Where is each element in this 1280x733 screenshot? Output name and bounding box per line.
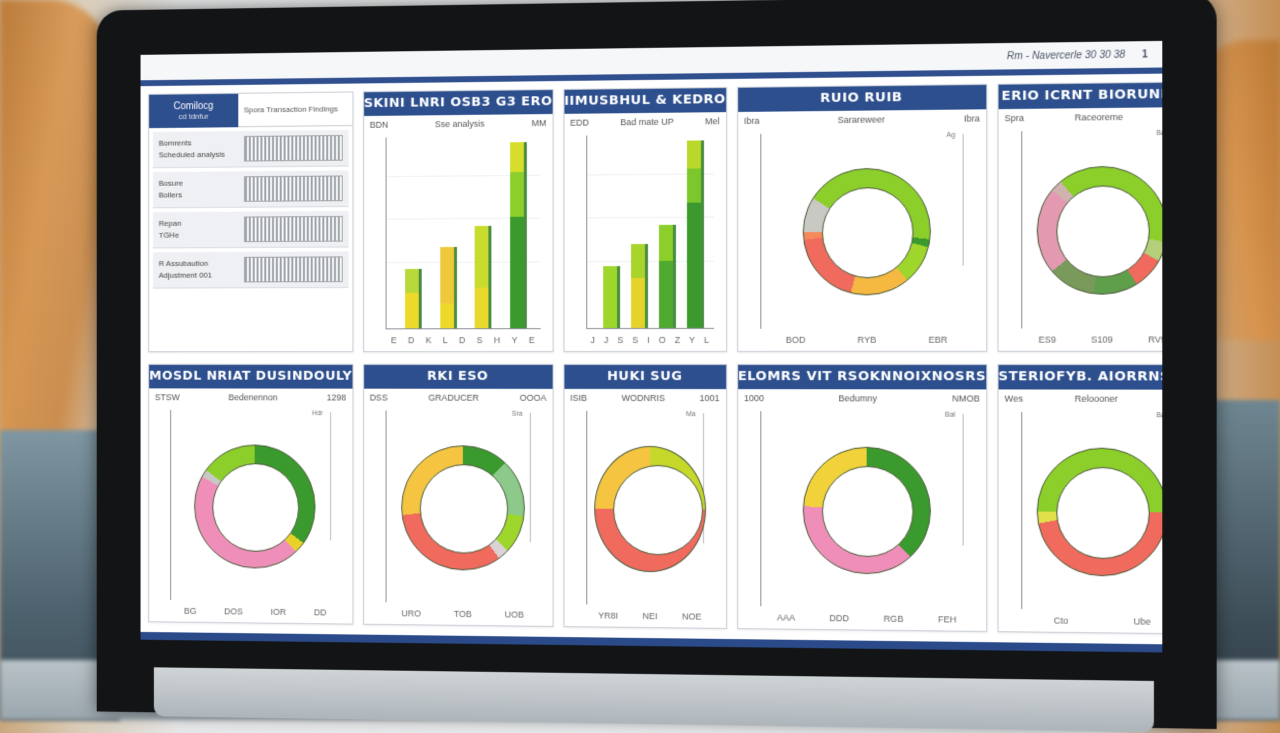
panel-title: RKI ESO bbox=[363, 364, 553, 389]
panel-subheader: BDN Sse analysis MM bbox=[369, 118, 547, 130]
table-row[interactable]: Bomrents Scheduled analysis bbox=[152, 130, 349, 169]
donut-chart: Ma YR8I NEI NOE bbox=[572, 407, 718, 624]
panel-title: SKINI LNRI OSB3 G3 ERO bbox=[363, 90, 553, 117]
panel-subheader: 1000 Bedumny NMOB bbox=[743, 393, 980, 404]
dashboard-grid: Comilocg cd tdnfur Spora Transaction Fin… bbox=[148, 81, 1163, 635]
row-label: Bomrents Scheduled analysis bbox=[158, 138, 225, 160]
panel-subheader: STSW Bedenennon 1298 bbox=[154, 392, 347, 403]
panel-subheader: ISIB WODNRIS 1001 bbox=[570, 392, 720, 404]
donut-chart: Hdr BG DOS IOR DD bbox=[157, 406, 345, 620]
row-value-cell bbox=[244, 175, 343, 202]
panel-title: STERIOFYB. AIORRNSOM bbox=[998, 365, 1163, 390]
bar[interactable] bbox=[658, 224, 673, 328]
row-label: Repan TGHe bbox=[158, 218, 182, 240]
donut[interactable] bbox=[802, 167, 931, 296]
y-axis bbox=[385, 410, 387, 603]
bar[interactable] bbox=[510, 142, 524, 329]
row-value-cell bbox=[244, 256, 343, 283]
monitor-bezel-bottom bbox=[153, 667, 1154, 733]
donut-chart-panel-1: RUIO RUIB Ibra Sarareweer Ibra Ag BOD RYB EB… bbox=[736, 83, 988, 352]
background-robot-arm-left bbox=[0, 0, 110, 460]
panel-title: HUKI SUG bbox=[564, 364, 726, 390]
panel-title: ELOMRS VIT RSOKNNOIXNOSRS bbox=[737, 365, 987, 390]
row-value-cell bbox=[244, 135, 343, 162]
y-axis bbox=[385, 137, 387, 330]
x-axis-labels: ES9 S109 RV9 bbox=[1038, 334, 1163, 345]
bar-series bbox=[596, 140, 708, 329]
panel-title: RUIO RUIB bbox=[737, 84, 987, 112]
panel-title: MOSDL NRIAT DUSINDOULY bbox=[149, 364, 353, 389]
bar[interactable] bbox=[602, 266, 617, 329]
summary-table-panel: Comilocg cd tdnfur Spora Transaction Fin… bbox=[148, 91, 354, 353]
panel-subheader: SpraRaceoremeMar bbox=[1004, 111, 1124, 124]
row-label: Bosure Bollers bbox=[158, 178, 183, 200]
donut[interactable] bbox=[802, 446, 931, 575]
donut-chart-panel-2: ERIO ICRNT BIORUNBOT SpraRaceoremeMar Ba… bbox=[997, 81, 1163, 352]
y-axis bbox=[1021, 411, 1023, 610]
table-header-title: Comilocg cd tdnfur bbox=[149, 93, 238, 129]
y-axis bbox=[759, 411, 761, 607]
bar[interactable] bbox=[440, 246, 454, 329]
x-axis-labels: URO TOB UOB bbox=[401, 608, 524, 620]
donut[interactable] bbox=[1037, 165, 1163, 295]
donut-chart: Sra URO TOB UOB bbox=[372, 406, 545, 621]
dashboard-screen: Rm - Navercerle 30 30 38 1 Comilocg cd t… bbox=[140, 40, 1163, 653]
bar[interactable] bbox=[686, 140, 701, 328]
row-value-cell bbox=[244, 215, 343, 243]
table-title: Comilocg bbox=[173, 100, 214, 113]
row-label: R Assubaution Adjustment 001 bbox=[158, 258, 212, 280]
donut[interactable] bbox=[1037, 447, 1163, 577]
bar[interactable] bbox=[405, 269, 420, 329]
x-axis-labels: BG DOS IOR DD bbox=[183, 605, 327, 618]
y-axis bbox=[586, 135, 588, 330]
x-axis-labels: Cto Ube bbox=[1053, 615, 1151, 627]
x-axis-labels: YR8I NEI NOE bbox=[598, 610, 702, 622]
donut[interactable] bbox=[400, 445, 525, 571]
monitor: Rm - Navercerle 30 30 38 1 Comilocg cd t… bbox=[96, 0, 1217, 733]
x-axis-labels: AAA DDD RGB FEH bbox=[776, 612, 957, 625]
bar[interactable] bbox=[475, 226, 489, 329]
table-row[interactable]: Bosure Bollers bbox=[152, 170, 349, 209]
y-axis bbox=[759, 133, 761, 329]
bar-series bbox=[395, 142, 535, 329]
header-timestamp: Rm - Navercerle 30 30 38 bbox=[1006, 49, 1126, 62]
page-indicator[interactable]: 1 bbox=[1141, 48, 1148, 61]
donut-chart: Ba Cto Ube bbox=[1007, 408, 1163, 630]
table-header-right: Spora Transaction Findings bbox=[237, 92, 353, 128]
x-axis bbox=[586, 327, 714, 330]
y-axis bbox=[586, 410, 588, 605]
donut-chart-panel-5: HUKI SUG ISIB WODNRIS 1001 Ma YR8I NEI NOE bbox=[563, 363, 727, 629]
bar-chart-panel-2: IIMUSBHUL & KEDRO EDD Bad mate UP Mel bbox=[563, 87, 727, 353]
panel-subheader: EDD Bad mate UP Mel bbox=[570, 116, 720, 128]
panel-subheader: DSS GRADUCER OOOA bbox=[369, 392, 547, 403]
table-row[interactable]: R Assubaution Adjustment 001 bbox=[152, 251, 349, 289]
bar-chart-panel-1: SKINI LNRI OSB3 G3 ERO BDN Sse analysis … bbox=[362, 89, 554, 353]
donut-chart-panel-7: STERIOFYB. AIORRNSOM WesRelooonerCour Ba… bbox=[997, 364, 1163, 635]
donut[interactable] bbox=[194, 444, 316, 569]
table-header: Comilocg cd tdnfur Spora Transaction Fin… bbox=[149, 92, 353, 129]
panel-subheader: WesRelooonerCour bbox=[1004, 393, 1118, 404]
y-axis bbox=[1021, 131, 1023, 329]
x-axis-labels: BOD RYB EBR bbox=[785, 334, 948, 345]
table-row[interactable]: Repan TGHe bbox=[152, 210, 349, 249]
donut-chart-panel-4: RKI ESO DSS GRADUCER OOOA Sra URO TOB UOB bbox=[362, 363, 554, 627]
donut-chart-panel-6: ELOMRS VIT RSOKNNOIXNOSRS 1000 Bedumny NMO… bbox=[736, 364, 988, 633]
panel-title: IIMUSBHUL & KEDRO bbox=[564, 88, 726, 114]
donut-chart: Ba ES9 S109 RV9 bbox=[1007, 126, 1163, 347]
panel-title: ERIO ICRNT BIORUNBOT bbox=[998, 82, 1163, 110]
bar[interactable] bbox=[630, 243, 645, 329]
panel-subheader: Ibra Sarareweer Ibra bbox=[743, 113, 980, 126]
donut-chart-panel-3: MOSDL NRIAT DUSINDOULY STSW Bedenennon 129… bbox=[148, 363, 354, 625]
donut-chart: Bal AAA DDD RGB FEH bbox=[746, 407, 978, 627]
donut[interactable] bbox=[593, 445, 706, 573]
table-subtitle: cd tdnfur bbox=[178, 111, 209, 121]
y-axis bbox=[170, 409, 172, 600]
donut-chart: Ag BOD RYB EBR bbox=[746, 128, 978, 347]
